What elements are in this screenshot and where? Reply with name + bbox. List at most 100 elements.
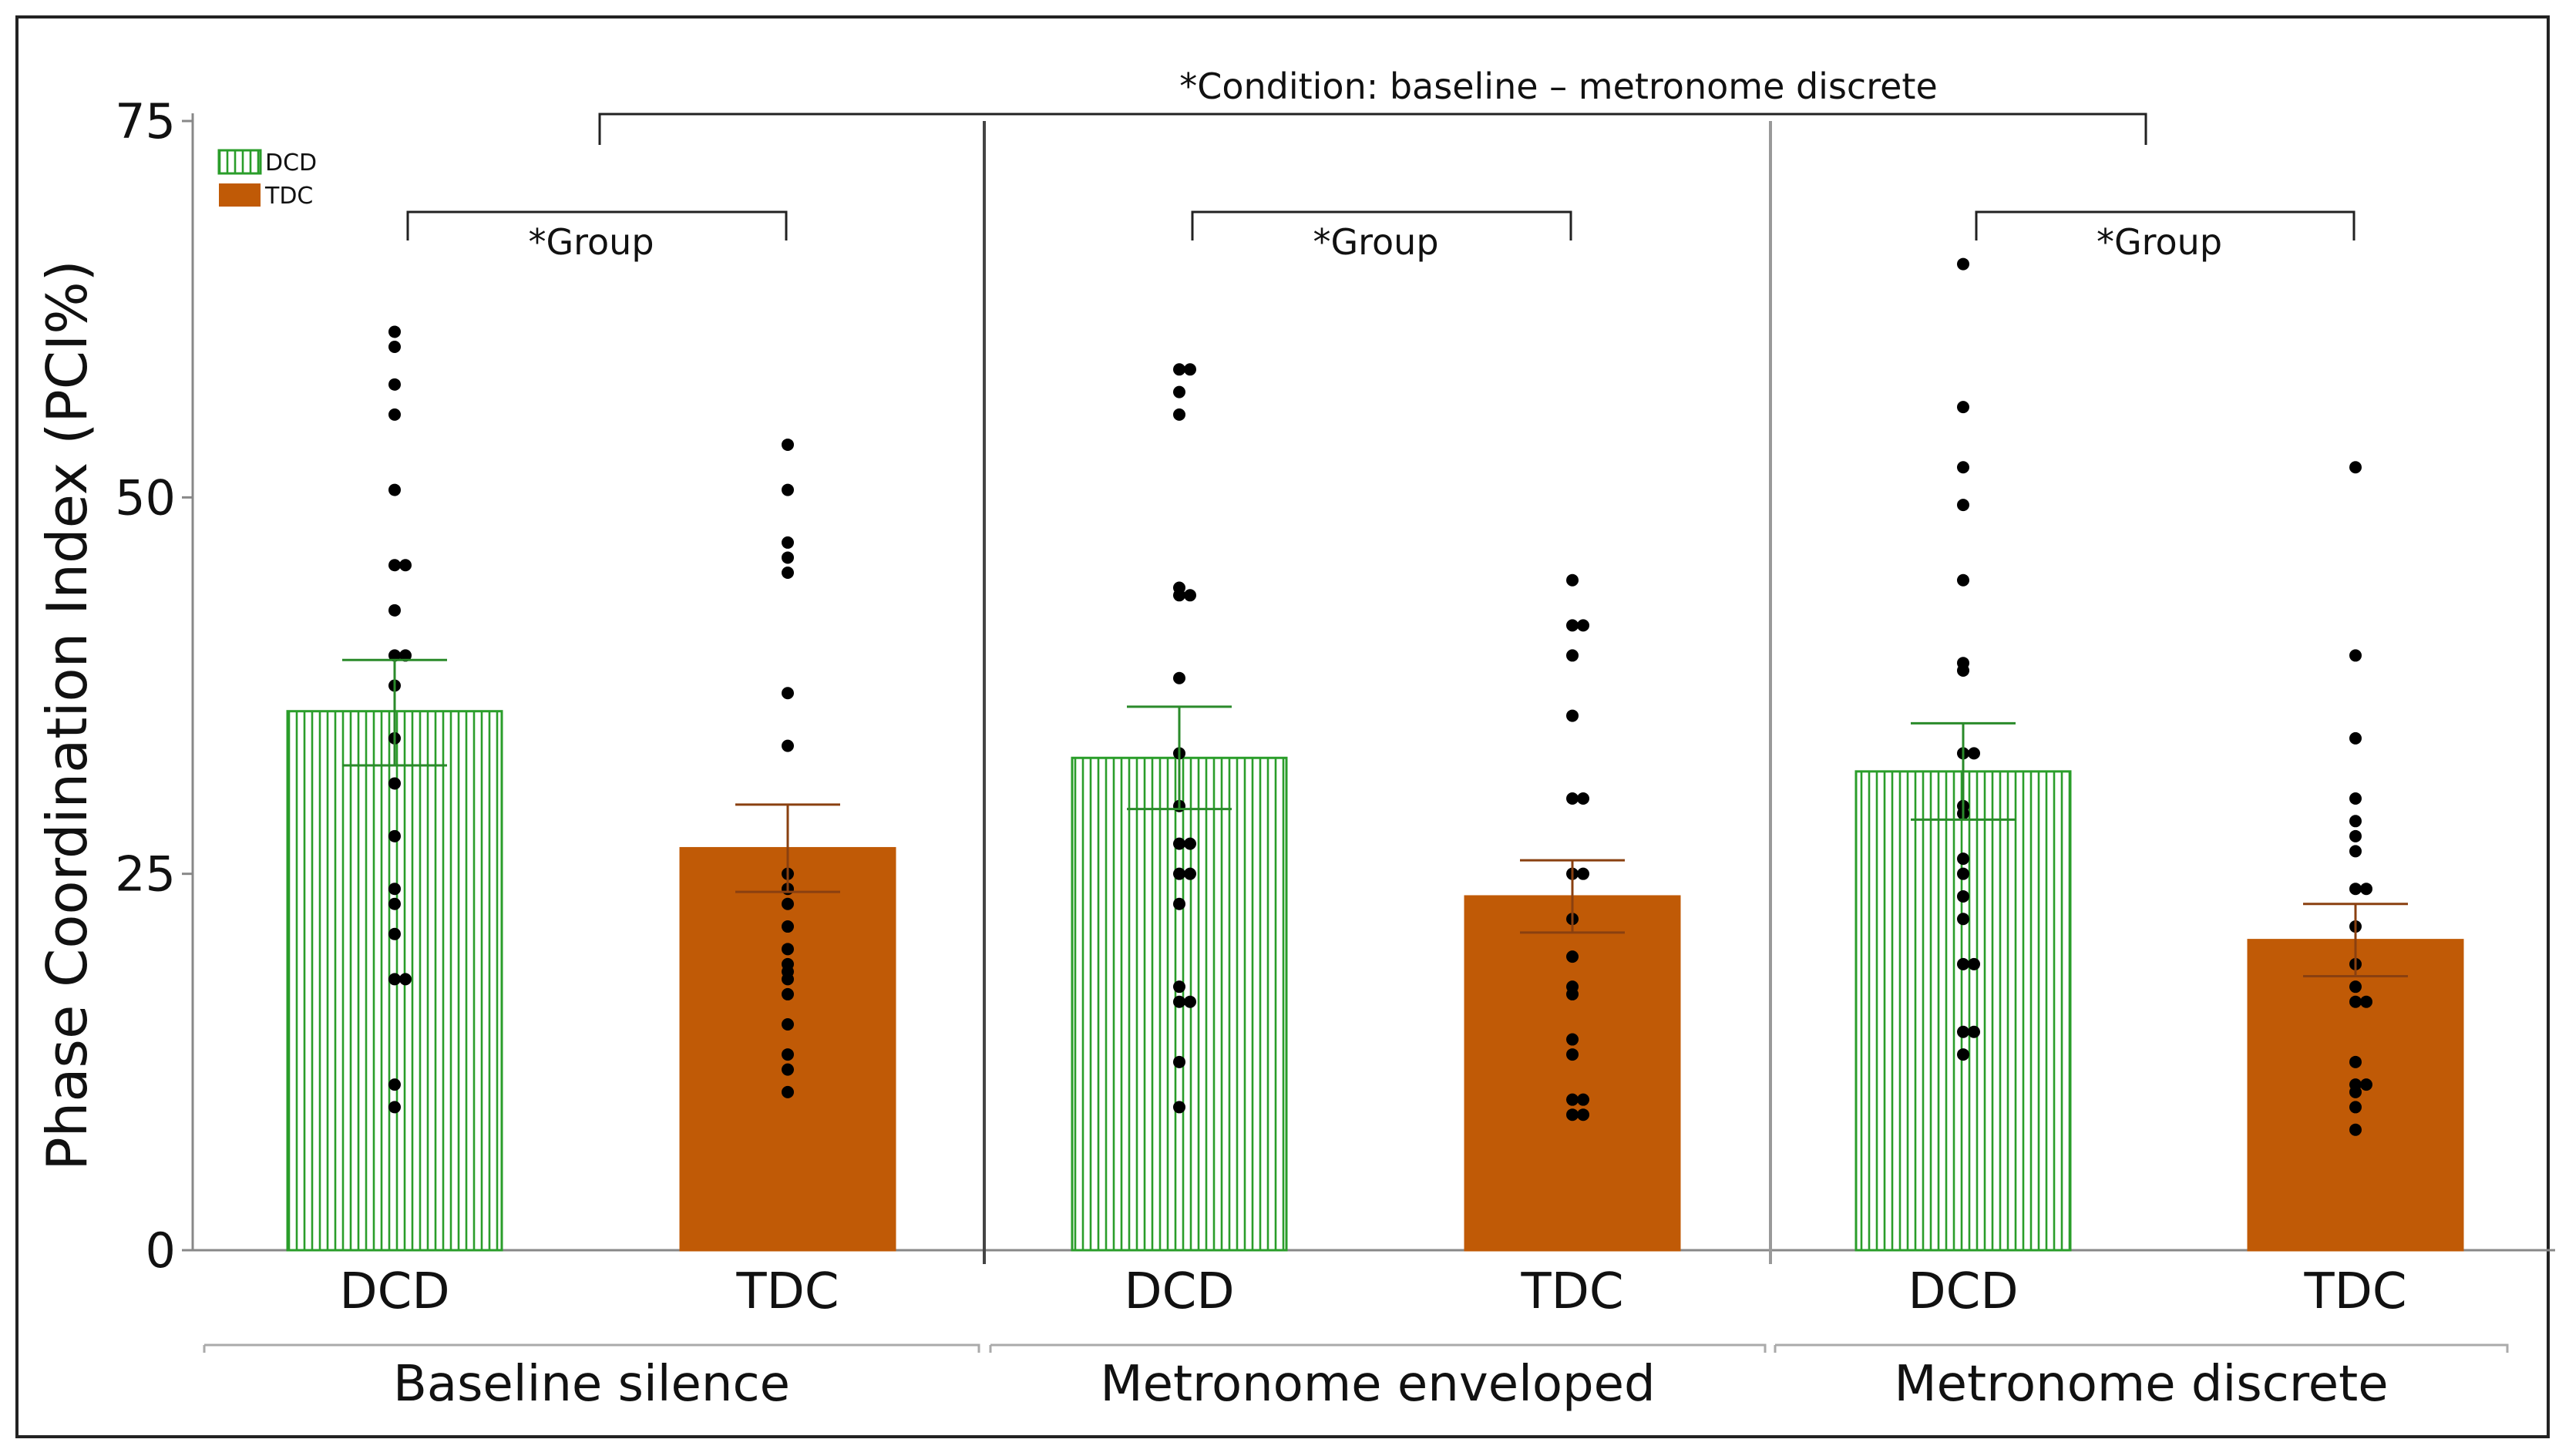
bar-dcd: [1854, 770, 2072, 1252]
data-point: [1566, 1033, 1579, 1046]
condition-bracket: [598, 113, 2147, 145]
data-point: [1566, 649, 1579, 662]
data-point: [388, 559, 401, 572]
data-point: [782, 438, 794, 451]
bar-tdc: [1464, 895, 1681, 1252]
data-point: [1566, 709, 1579, 722]
group-bracket: [1191, 210, 1572, 240]
data-point: [1173, 1101, 1185, 1114]
data-point: [388, 897, 401, 910]
data-point: [782, 536, 794, 549]
data-point: [1957, 867, 1969, 880]
data-point: [2349, 883, 2362, 896]
data-point: [399, 649, 412, 662]
data-point: [2349, 845, 2362, 858]
data-point: [1957, 573, 1969, 587]
data-point: [1173, 589, 1185, 602]
data-point: [388, 973, 401, 986]
y-tick-label: 75: [115, 93, 176, 150]
data-point: [1566, 792, 1579, 805]
data-point: [782, 483, 794, 496]
x-tick-label: DCD: [1124, 1263, 1234, 1320]
data-point: [388, 325, 401, 338]
data-point: [782, 687, 794, 700]
data-point: [388, 408, 401, 421]
group-axis-bracket: [203, 1343, 980, 1353]
condition-significance-label: *Condition: baseline – metronome discret…: [1179, 66, 1938, 107]
y-tick-label: 50: [115, 469, 176, 526]
data-point: [1184, 589, 1196, 602]
group-significance-label: *Group: [528, 221, 654, 263]
group-significance-label: *Group: [1313, 221, 1438, 263]
legend-swatch-tdc: [219, 183, 261, 207]
x-group-label: Metronome enveloped: [1100, 1356, 1655, 1413]
data-point: [1577, 792, 1589, 805]
data-point: [1566, 1048, 1579, 1061]
data-point: [1957, 401, 1969, 414]
significance-annotations: *Group *Group *Group *Condition: baseline –…: [406, 66, 2355, 263]
data-point: [1173, 980, 1185, 994]
data-point: [1957, 664, 1969, 677]
x-tick-label: DCD: [339, 1263, 449, 1320]
data-point: [1566, 950, 1579, 963]
data-point: [388, 649, 401, 662]
figure-frame: [15, 15, 2550, 1438]
legend: DCD TDC: [217, 149, 317, 210]
data-point: [1173, 897, 1185, 910]
data-point: [1968, 957, 1980, 970]
data-point: [782, 987, 794, 1000]
group-significance-label: *Group: [2097, 221, 2222, 263]
data-point: [388, 777, 401, 790]
axes: 0 25 50 75: [115, 93, 2555, 1279]
data-point: [1957, 852, 1969, 866]
data-point: [2349, 829, 2362, 842]
bars: [286, 710, 2464, 1252]
data-point: [399, 973, 412, 986]
group-bracket: [1975, 210, 2355, 240]
data-point: [388, 378, 401, 391]
data-point: [388, 604, 401, 617]
x-group-label: Baseline silence: [393, 1356, 790, 1413]
data-point: [782, 973, 794, 986]
data-point: [782, 551, 794, 564]
data-point: [2360, 995, 2372, 1008]
data-point: [1184, 837, 1196, 850]
data-point: [782, 897, 794, 910]
data-point: [2349, 649, 2362, 662]
data-point: [2349, 1123, 2362, 1136]
data-point: [2360, 883, 2372, 896]
data-point: [1566, 1108, 1579, 1121]
x-group-label: Metronome discrete: [1894, 1356, 2388, 1413]
y-tick-label: 0: [146, 1222, 176, 1279]
data-point: [1173, 995, 1185, 1008]
data-point: [1173, 385, 1185, 398]
data-point: [388, 1101, 401, 1114]
data-point: [1957, 1025, 1969, 1038]
data-point: [399, 559, 412, 572]
group-axis-bracket: [1774, 1343, 2509, 1353]
y-tick-label: 25: [115, 846, 176, 903]
data-point: [1566, 573, 1579, 587]
data-point: [2349, 815, 2362, 828]
data-point: [1957, 957, 1969, 970]
data-point: [2349, 1055, 2362, 1068]
data-point: [2349, 1101, 2362, 1114]
data-point: [782, 1048, 794, 1061]
data-point: [1957, 889, 1969, 903]
data-point: [1184, 867, 1196, 880]
data-point: [1957, 913, 1969, 926]
legend-swatch-dcd: [217, 149, 262, 175]
data-point: [388, 829, 401, 842]
data-point: [388, 341, 401, 353]
data-point: [388, 483, 401, 496]
data-point: [782, 920, 794, 933]
x-tick-label: TDC: [2303, 1263, 2406, 1320]
data-point: [1173, 1055, 1185, 1068]
data-point: [1968, 1025, 1980, 1038]
data-point: [2349, 792, 2362, 805]
data-point: [1173, 837, 1185, 850]
data-point: [2349, 731, 2362, 745]
data-point: [782, 567, 794, 579]
data-point: [2349, 461, 2362, 474]
